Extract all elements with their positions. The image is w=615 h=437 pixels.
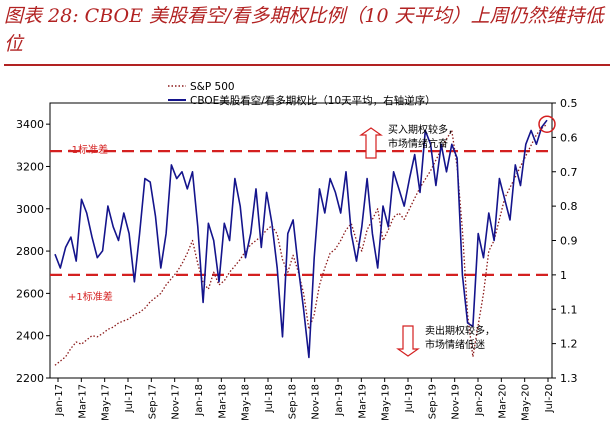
y-right-tick-label: 1.2 xyxy=(560,338,578,351)
x-tick-label: Mar-19 xyxy=(357,384,368,419)
y-left-tick-label: 3200 xyxy=(16,160,44,173)
series-layer xyxy=(54,119,548,366)
y-right-tick-label: 1.3 xyxy=(560,372,578,385)
latest-point-marker xyxy=(538,115,556,133)
x-tick-label: Jul-19 xyxy=(404,384,415,413)
y-left-tick-label: 2800 xyxy=(16,245,44,258)
x-tick-label: Mar-18 xyxy=(217,384,228,419)
x-tick-label: Nov-18 xyxy=(311,384,322,420)
y-right-tick-label: 1.1 xyxy=(560,303,578,316)
y-right-tick-label: 0.9 xyxy=(560,235,578,248)
x-tick-label: May-20 xyxy=(521,384,532,421)
x-tick-label: Jan-18 xyxy=(194,384,205,417)
y-left-tick-label: 2600 xyxy=(16,287,44,300)
y-right-tick-label: 0.7 xyxy=(560,166,578,179)
x-tick-label: Sep-17 xyxy=(147,384,158,419)
y-right-tick-label: 1 xyxy=(560,269,567,282)
annotation-top-line2: 市场情绪亢奋 xyxy=(388,137,448,150)
x-tick-label: Nov-19 xyxy=(451,384,462,420)
legend-label: S&P 500 xyxy=(190,81,235,93)
cboe-ratio-line xyxy=(54,119,548,359)
legend-label: CBOE美股看空/看多期权比（10天平均，右轴逆序） xyxy=(190,94,436,107)
y-right-tick-label: 0.8 xyxy=(560,200,578,213)
arrow-down-icon xyxy=(396,325,420,357)
x-tick-label: Jul-18 xyxy=(264,384,275,413)
annotation-bottom-line1: 卖出期权较多， xyxy=(425,324,495,337)
x-tick-label: Jul-17 xyxy=(124,384,135,413)
arrow-up-icon xyxy=(359,127,383,159)
x-tick-label: Mar-20 xyxy=(497,384,508,419)
annotation-bottom-line2: 市场情绪低迷 xyxy=(425,338,485,351)
x-tick-label: Jul-20 xyxy=(544,384,555,413)
y-right-tick-label: 0.5 xyxy=(560,97,578,110)
chart-title: 图表 28: CBOE 美股看空/看多期权比例（10 天平均）上周仍然维持低位 xyxy=(4,5,604,55)
x-tick-label: Mar-17 xyxy=(77,384,88,419)
x-tick-label: Jan-20 xyxy=(474,384,485,417)
x-tick-label: Sep-18 xyxy=(287,384,298,419)
band-label: -1标准差 xyxy=(68,143,108,156)
annotation-top-line1: 买入期权较多， xyxy=(388,123,458,136)
std-dev-bands: -1标准差 +1标准差 xyxy=(50,143,552,303)
title-divider xyxy=(4,64,610,66)
x-tick-label: Jan-19 xyxy=(334,384,345,417)
y-right-tick-label: 0.6 xyxy=(560,131,578,144)
axes: 3400 3200 3000 2800 2600 2400 2200 0.5 0.6 0.7 0.8… xyxy=(16,97,578,421)
y-left-tick-label: 3400 xyxy=(16,118,44,131)
x-tick-label: Jan-17 xyxy=(54,384,65,417)
x-tick-label: May-18 xyxy=(241,384,252,421)
x-tick-label: May-17 xyxy=(101,384,112,421)
x-tick-label: Nov-17 xyxy=(171,384,182,420)
x-tick-label: Sep-19 xyxy=(427,384,438,419)
band-label: +1标准差 xyxy=(68,290,113,303)
y-left-tick-label: 2200 xyxy=(16,372,44,385)
y-left-tick-label: 3000 xyxy=(16,203,44,216)
x-tick-label: May-19 xyxy=(381,384,392,421)
y-left-tick-label: 2400 xyxy=(16,330,44,343)
